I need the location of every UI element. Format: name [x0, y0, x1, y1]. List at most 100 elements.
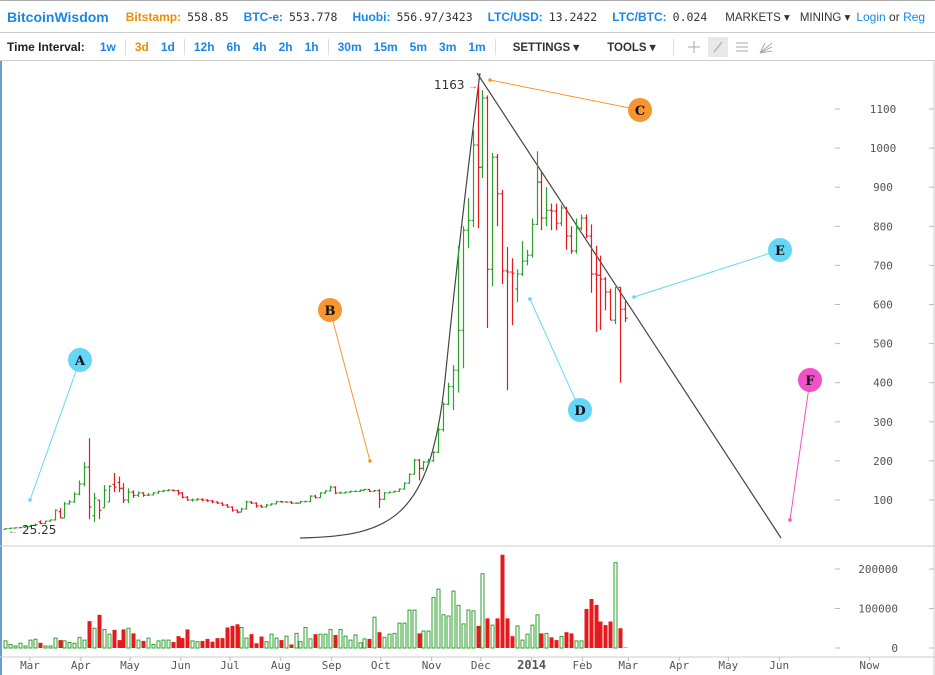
- ohlc-bar: [190, 498, 195, 502]
- ohlc-bar: [244, 500, 249, 510]
- markets-menu[interactable]: MARKETS ▾: [725, 11, 790, 24]
- low-label: 25.25: [22, 523, 56, 537]
- drawn-trend-line[interactable]: [476, 72, 782, 539]
- interval-30m[interactable]: 30m: [337, 40, 362, 54]
- ohlc-bar: [367, 488, 372, 493]
- interval-1d[interactable]: 1d: [160, 40, 175, 54]
- volume-bar: [259, 636, 264, 648]
- ohlc-bar: [362, 488, 367, 491]
- interval-2h[interactable]: 2h: [278, 40, 293, 54]
- interval-1m[interactable]: 1m: [468, 40, 486, 54]
- x-tick-label: May: [120, 659, 140, 672]
- ohlc-bar: [480, 90, 485, 179]
- volume-bar: [574, 640, 579, 649]
- ticker-ltc-usd[interactable]: LTC/USD: 13.2422: [488, 10, 598, 24]
- volume-bar: [72, 642, 77, 649]
- volume-bar: [274, 637, 279, 649]
- ohlc-bar: [618, 286, 623, 383]
- ohlc-bar: [102, 485, 107, 509]
- ohlc-bar: [92, 492, 97, 522]
- ticker-huobi[interactable]: Huobi: 556.97/3423: [352, 10, 472, 24]
- ohlc-bar: [603, 277, 608, 311]
- interval-3m[interactable]: 3m: [439, 40, 457, 54]
- volume-bar: [417, 633, 422, 648]
- ohlc-bar: [372, 489, 377, 492]
- interval-6h[interactable]: 6h: [226, 40, 241, 54]
- volume-bar: [451, 590, 456, 649]
- interval-1w[interactable]: 1w: [99, 40, 116, 54]
- volume-bar: [446, 615, 451, 649]
- volume-bar: [48, 645, 53, 649]
- volume-bar: [397, 622, 402, 649]
- volume-bar: [269, 633, 274, 649]
- y-tick-label: 600: [873, 299, 893, 312]
- ticker-label: Bitstamp:: [125, 9, 182, 24]
- ohlc-bar: [530, 218, 535, 258]
- ohlc-bar: [195, 498, 200, 501]
- x-tick-label: Now: [859, 659, 879, 672]
- mining-menu[interactable]: MINING ▾: [799, 11, 851, 24]
- login-link[interactable]: Login: [856, 9, 886, 24]
- drawn-curve[interactable]: [299, 72, 481, 539]
- volume-bar: [117, 640, 122, 648]
- ticker-ltc-btc[interactable]: LTC/BTC: 0.024: [612, 10, 707, 24]
- annotation-b[interactable]: B: [318, 298, 342, 322]
- volume-bar: [58, 640, 63, 648]
- ohlc-bar: [176, 489, 181, 496]
- volume-bar: [515, 625, 520, 649]
- ohlc-bar: [318, 492, 323, 499]
- crosshair-icon[interactable]: [684, 37, 704, 57]
- annotation-d[interactable]: D: [568, 398, 592, 422]
- divider: [183, 39, 185, 55]
- ohlc-bar: [121, 483, 126, 504]
- ohlc-bar: [564, 206, 569, 250]
- volume-bar: [294, 632, 299, 649]
- ohlc-bar: [554, 203, 559, 231]
- ohlc-bar: [180, 492, 185, 499]
- ticker-bitstamp[interactable]: Bitstamp: 558.85: [126, 10, 229, 24]
- ohlc-bar: [500, 189, 505, 285]
- interval-3d[interactable]: 3d: [134, 40, 149, 54]
- ohlc-bar: [171, 489, 176, 492]
- annotation-e[interactable]: E: [768, 238, 792, 262]
- tools-menu[interactable]: TOOLS ▾: [607, 42, 656, 54]
- volume-bar: [436, 588, 441, 649]
- ticker-value: 553.778: [288, 9, 338, 24]
- interval-15m[interactable]: 15m: [373, 40, 398, 54]
- ohlc-bar: [77, 480, 82, 496]
- interval-12h[interactable]: 12h: [193, 40, 215, 54]
- x-tick-label: Jul: [220, 659, 240, 672]
- interval-1h[interactable]: 1h: [304, 40, 319, 54]
- volume-bar: [539, 633, 544, 648]
- brand-logo[interactable]: BitcoinWisdom: [7, 8, 109, 25]
- ohlc-bar: [613, 286, 618, 325]
- y-tick-label: 1100: [870, 103, 897, 116]
- annotation-anchor: [788, 518, 792, 522]
- fan-icon[interactable]: [756, 37, 776, 57]
- ohlc-bar: [33, 523, 38, 527]
- settings-menu[interactable]: SETTINGS ▾: [512, 42, 580, 54]
- interval-5m[interactable]: 5m: [409, 40, 428, 54]
- interval-4h[interactable]: 4h: [252, 40, 267, 54]
- annotation-a[interactable]: A: [68, 348, 92, 372]
- ohlc-bar: [230, 506, 235, 512]
- ohlc-bar: [574, 218, 579, 254]
- annotation-f[interactable]: F: [798, 368, 822, 392]
- divider: [327, 39, 329, 55]
- annotation-c[interactable]: C: [628, 98, 652, 122]
- register-link[interactable]: Reg: [903, 9, 926, 24]
- volume-bar: [333, 634, 338, 648]
- ohlc-bar: [284, 501, 289, 503]
- ohlc-bar: [431, 451, 436, 462]
- price-chart[interactable]: 100 200 300 400 500 600 700 800 900 1000 1100 0 100…: [0, 61, 935, 675]
- x-tick-label: Apr: [71, 659, 91, 672]
- volume-bar: [171, 642, 176, 648]
- ohlc-bar: [598, 255, 603, 330]
- horizontal-lines-icon[interactable]: [732, 37, 752, 57]
- volume-bar: [151, 643, 156, 649]
- y-tick-label: 200: [873, 455, 893, 468]
- volume-bar: [313, 634, 318, 648]
- trend-line-icon[interactable]: [707, 37, 728, 57]
- ohlc-bar: [146, 492, 151, 497]
- ticker-btce[interactable]: BTC-e: 553.778: [244, 10, 338, 24]
